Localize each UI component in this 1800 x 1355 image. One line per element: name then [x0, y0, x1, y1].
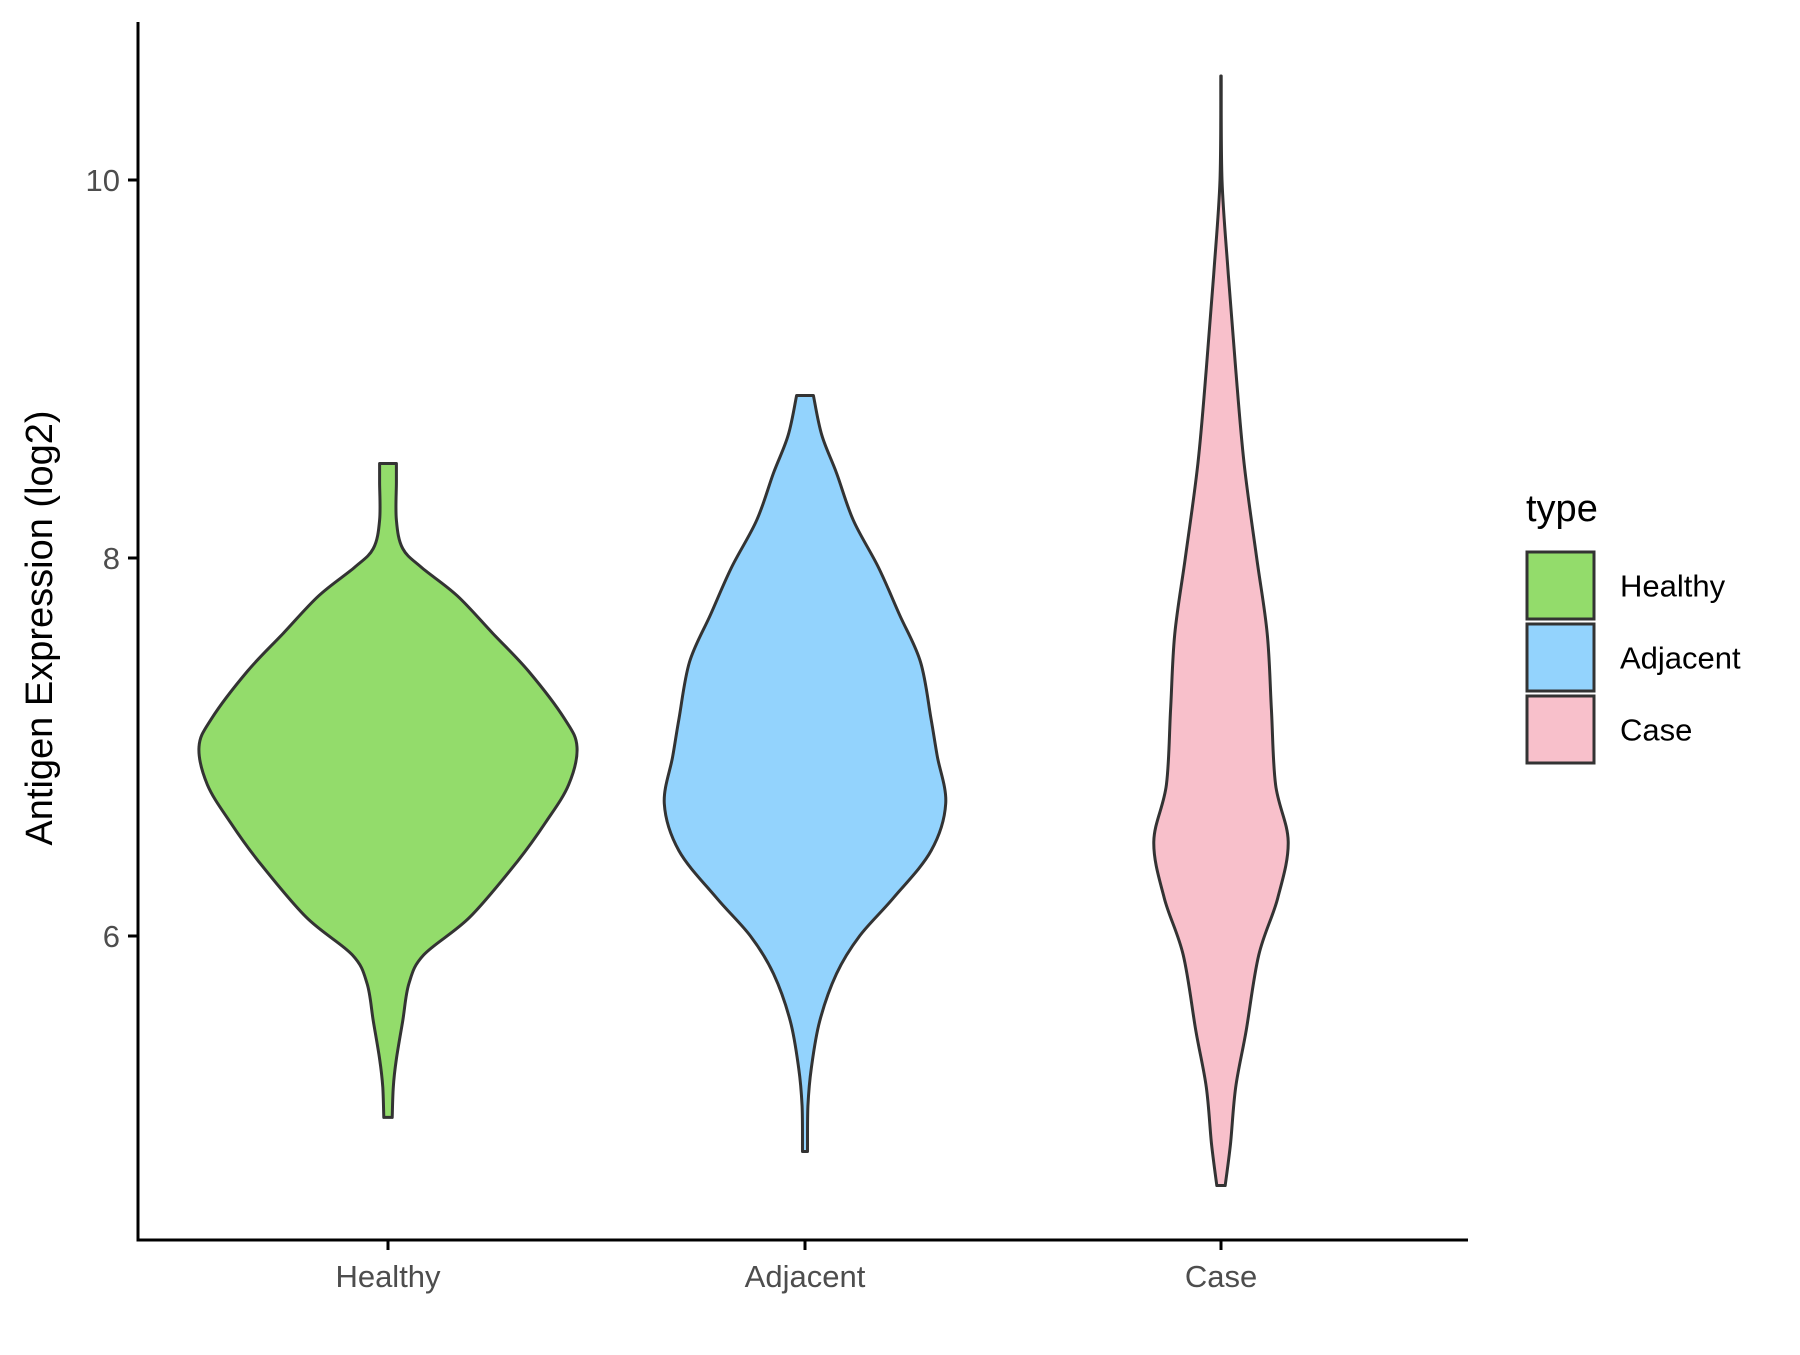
- legend-label-case: Case: [1620, 713, 1692, 748]
- axes-layer: [136, 22, 1468, 1242]
- violin-healthy: [197, 462, 579, 1119]
- legend-key-healthy: [1525, 550, 1596, 621]
- legend: type Healthy Adjacent Case: [1525, 488, 1741, 765]
- y-tick-label: 6: [103, 919, 120, 954]
- legend-key-adjacent: [1525, 622, 1596, 693]
- x-tick-label-case: Case: [1185, 1259, 1257, 1294]
- legend-items: Healthy Adjacent Case: [1525, 550, 1741, 765]
- violin-case: [1152, 74, 1290, 1187]
- legend-key-case: [1525, 694, 1596, 765]
- y-ticks: 6 8 10: [86, 163, 138, 954]
- violins-layer: [197, 74, 1290, 1187]
- y-axis-title: Antigen Expression (log2): [19, 410, 61, 845]
- legend-label-healthy: Healthy: [1620, 569, 1726, 604]
- y-tick-label: 10: [86, 163, 120, 198]
- violin-adjacent: [662, 394, 948, 1153]
- x-tick-label-adjacent: Adjacent: [745, 1259, 866, 1294]
- legend-title: type: [1526, 488, 1598, 530]
- x-tick-label-healthy: Healthy: [335, 1259, 441, 1294]
- x-ticks: Healthy Adjacent Case: [335, 1240, 1257, 1294]
- legend-label-adjacent: Adjacent: [1620, 641, 1741, 676]
- y-tick-label: 8: [103, 541, 120, 576]
